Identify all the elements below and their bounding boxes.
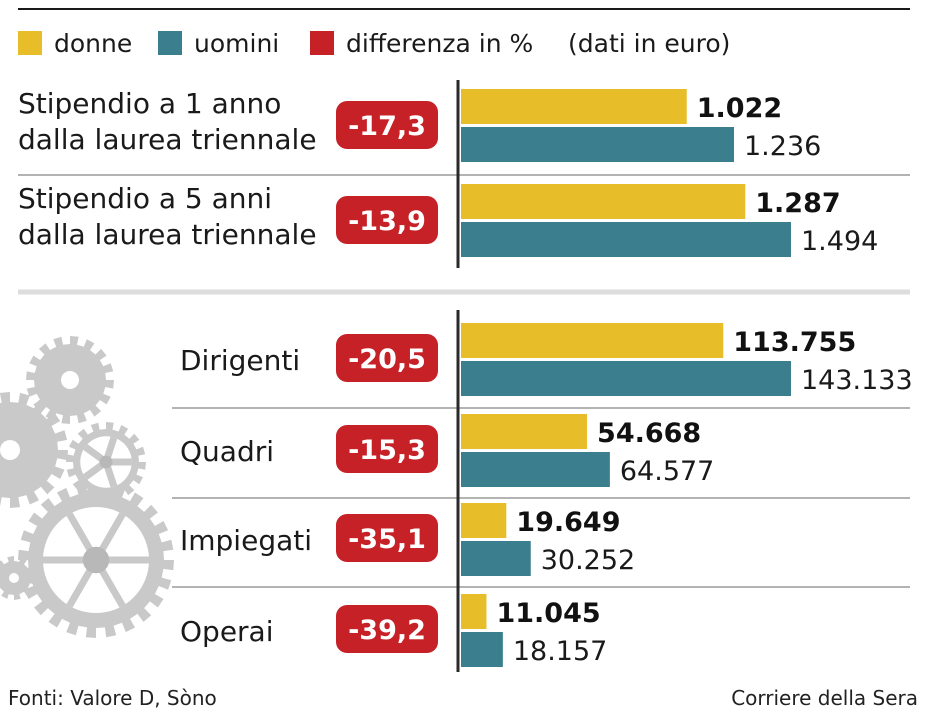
diff-badge bbox=[336, 101, 438, 149]
category-label: Quadri bbox=[180, 435, 274, 468]
category-label: Dirigenti bbox=[180, 344, 300, 377]
gear-icon bbox=[0, 556, 36, 600]
value-label-men: 18.157 bbox=[513, 636, 607, 667]
value-label-women: 11.045 bbox=[496, 598, 600, 629]
diff-badge bbox=[336, 425, 438, 473]
diff-label: -20,5 bbox=[348, 344, 426, 375]
legend-swatch-women bbox=[18, 31, 42, 55]
diff-label: -13,9 bbox=[348, 206, 426, 237]
bar-women bbox=[461, 414, 588, 449]
category-label-line: Stipendio a 5 anni bbox=[18, 182, 272, 215]
legend-swatch-men bbox=[158, 31, 182, 55]
legend-label-men: uomini bbox=[194, 29, 279, 58]
category-label: Operai bbox=[180, 615, 274, 648]
value-label-women: 19.649 bbox=[516, 507, 620, 538]
publisher-credit: Corriere della Sera bbox=[731, 686, 918, 710]
diff-label: -39,2 bbox=[348, 615, 426, 646]
bar-men bbox=[461, 361, 791, 396]
gear-icon bbox=[18, 482, 174, 638]
bar-women bbox=[461, 594, 487, 629]
bar-men bbox=[461, 127, 735, 162]
legend-unit: (dati in euro) bbox=[568, 29, 730, 58]
category-label-line: dalla laurea triennale bbox=[18, 123, 317, 156]
value-label-women: 1.287 bbox=[755, 188, 840, 219]
category-label: Stipendio a 5 anni dalla laurea triennale bbox=[18, 182, 317, 251]
value-label-men: 1.236 bbox=[744, 131, 821, 162]
gear-icon bbox=[26, 336, 114, 424]
bar-men bbox=[461, 222, 791, 257]
value-label-women: 1.022 bbox=[697, 93, 782, 124]
legend: donne uomini differenza in % (dati in eu… bbox=[18, 29, 730, 58]
value-label-men: 64.577 bbox=[620, 456, 714, 487]
value-label-men: 1.494 bbox=[801, 226, 878, 257]
legend-label-diff: differenza in % bbox=[346, 29, 533, 58]
source-note: Fonti: Valore D, Sòno bbox=[8, 686, 217, 710]
bar-men bbox=[461, 452, 610, 487]
diff-badge bbox=[336, 514, 438, 562]
diff-badge bbox=[336, 196, 438, 244]
bar-women bbox=[461, 323, 724, 358]
diff-badge bbox=[336, 605, 438, 653]
diff-label: -15,3 bbox=[348, 435, 426, 466]
legend-label-women: donne bbox=[54, 29, 132, 58]
bar-women bbox=[461, 89, 687, 124]
diff-badge bbox=[336, 334, 438, 382]
gear-icon bbox=[0, 392, 68, 508]
chart-marks: Stipendio a 1 anno dalla laurea triennale… bbox=[18, 87, 913, 667]
category-label: Stipendio a 1 anno dalla laurea triennale bbox=[18, 87, 317, 156]
value-label-men: 30.252 bbox=[541, 545, 635, 576]
bar-men bbox=[461, 632, 503, 667]
diff-label: -35,1 bbox=[348, 524, 426, 555]
diff-label: -17,3 bbox=[348, 111, 426, 142]
gear-icon bbox=[66, 422, 146, 502]
category-label-line: dalla laurea triennale bbox=[18, 218, 317, 251]
category-label-line: Stipendio a 1 anno bbox=[18, 87, 281, 120]
value-label-women: 113.755 bbox=[733, 327, 856, 358]
bar-women bbox=[461, 503, 507, 538]
value-label-women: 54.668 bbox=[597, 418, 701, 449]
bar-women bbox=[461, 184, 746, 219]
legend-swatch-diff bbox=[310, 31, 334, 55]
value-label-men: 143.133 bbox=[801, 365, 913, 396]
category-label: Impiegati bbox=[180, 524, 312, 557]
gears-illustration bbox=[0, 336, 174, 638]
bar-men bbox=[461, 541, 531, 576]
